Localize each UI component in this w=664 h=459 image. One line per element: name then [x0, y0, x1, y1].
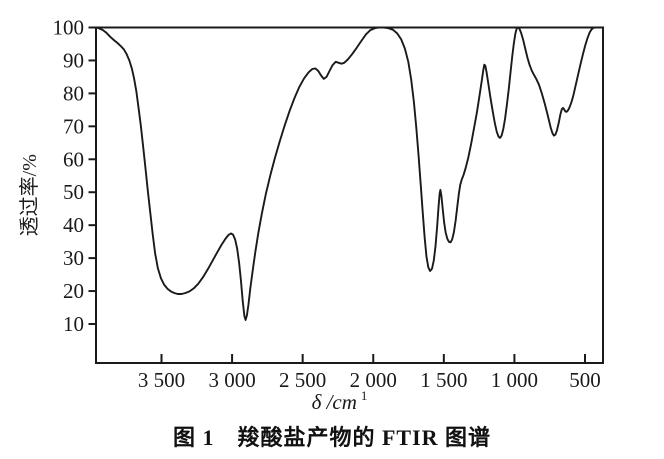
y-tick-label: 50	[63, 180, 84, 204]
x-tick-label: 1 000	[491, 368, 538, 392]
y-tick-label: 90	[63, 48, 84, 72]
y-tick-label: 40	[63, 213, 84, 237]
plot-border	[95, 26, 604, 364]
spectrum-curve	[95, 26, 604, 321]
x-axis-title: δ /cm 1	[312, 388, 368, 414]
y-tick-label: 30	[63, 246, 84, 270]
y-axis-title: 透过率/%	[18, 154, 41, 236]
y-tick-label: 20	[63, 279, 84, 303]
x-tick-label: 2 500	[279, 368, 326, 392]
x-tick-label: 1 500	[420, 368, 467, 392]
figure-caption: 图 1 羧酸盐产物的 FTIR 图谱	[172, 425, 492, 450]
x-tick-label: 500	[569, 368, 601, 392]
x-tick-label: 3 500	[138, 368, 185, 392]
y-tick-label: 60	[63, 147, 84, 171]
y-tick-label: 10	[63, 312, 84, 336]
y-tick-label: 80	[63, 81, 84, 105]
y-tick-label: 100	[53, 16, 85, 40]
y-tick-label: 70	[63, 114, 84, 138]
x-tick-label: 2 000	[350, 368, 397, 392]
x-tick-label: 3 000	[208, 368, 255, 392]
ftir-chart: 10 20 30 40 50 60 70 80 90 100 3 500 3 000 2 500 2 00…	[18, 16, 604, 414]
